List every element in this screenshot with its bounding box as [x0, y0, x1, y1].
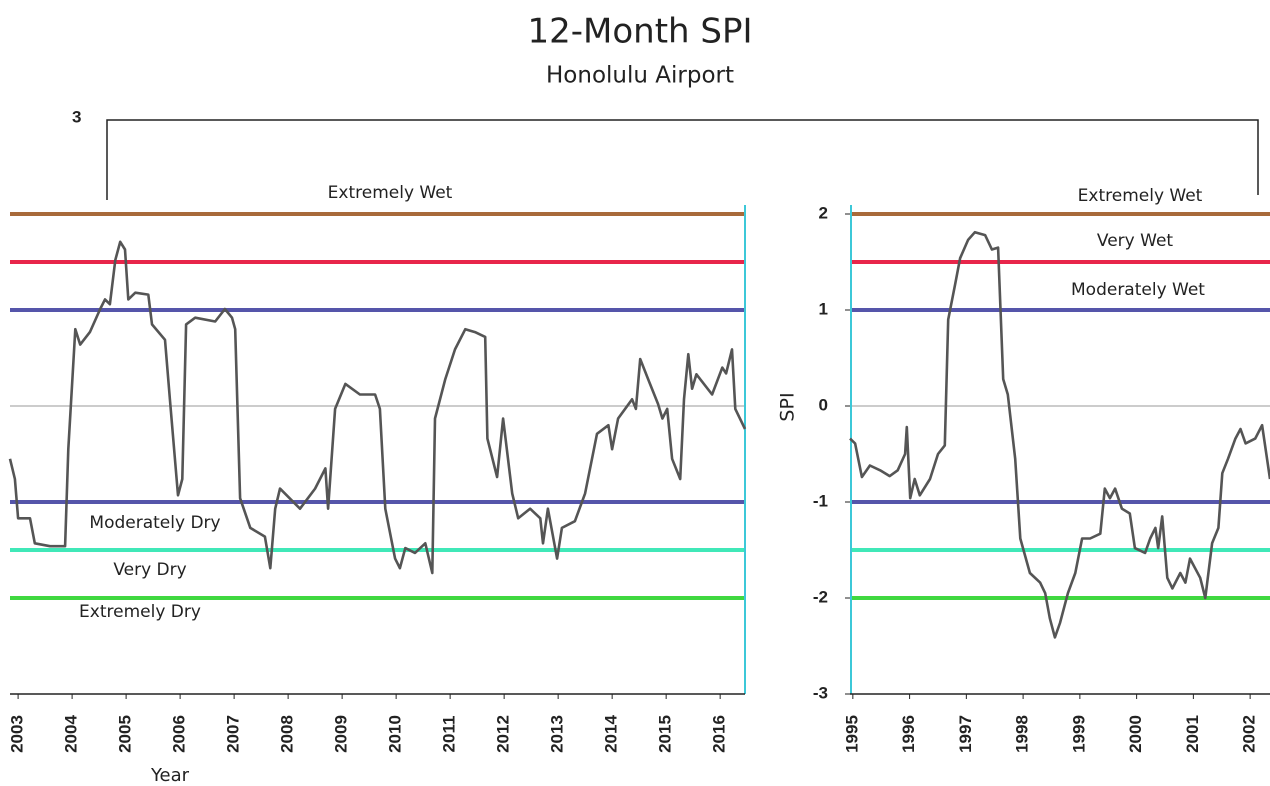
- annotation: Very Dry: [113, 560, 186, 580]
- x-tick-label: 2011: [440, 716, 459, 753]
- x-tick-label: 1996: [899, 715, 918, 753]
- x-tick-label: 2013: [548, 715, 567, 753]
- annotation: Moderately Dry: [89, 513, 220, 533]
- y-tick-label: 1: [819, 299, 828, 318]
- annotation: Extremely Wet: [328, 183, 453, 203]
- background-frame: [106, 119, 1259, 200]
- y-tick-label: 2: [819, 203, 828, 222]
- y-tick-label: -2: [813, 587, 828, 606]
- x-axis-label: Year: [150, 765, 190, 786]
- x-tick-label: 2005: [116, 715, 135, 753]
- x-tick-label: 2006: [170, 715, 189, 753]
- chart-subtitle: Honolulu Airport: [546, 63, 734, 89]
- x-tick-label: 2004: [62, 715, 81, 753]
- frame-label: 3: [72, 107, 81, 126]
- x-tick-label: 1998: [1013, 715, 1032, 753]
- x-tick-label: 2016: [710, 715, 729, 753]
- annotation: Very Wet: [1097, 231, 1173, 251]
- x-tick-label: 2015: [656, 715, 675, 753]
- annotation: Extremely Wet: [1078, 186, 1203, 206]
- annotation: Extremely Dry: [79, 602, 201, 622]
- y-tick-label: -3: [813, 683, 828, 702]
- x-tick-label: 2001: [1183, 715, 1202, 753]
- y-tick-label: -1: [813, 491, 828, 510]
- x-tick-label: 1999: [1069, 715, 1088, 753]
- x-tick-label: 2000: [1126, 715, 1145, 753]
- x-tick-label: 1997: [956, 715, 975, 753]
- x-tick-label: 2007: [224, 715, 243, 753]
- panel-background: [0, 203, 1270, 786]
- x-tick-label: 2008: [278, 715, 297, 753]
- x-tick-label: 2003: [8, 715, 27, 753]
- spi-line: [849, 230, 1270, 639]
- x-tick-label: 2014: [602, 715, 621, 753]
- x-tick-label: 2012: [494, 715, 513, 753]
- annotation: Moderately Wet: [1071, 280, 1205, 300]
- spi-line: [8, 240, 747, 575]
- y-tick-label: 0: [819, 395, 828, 414]
- y-axis-label: SPI: [777, 392, 799, 421]
- x-tick-label: 2009: [332, 715, 351, 753]
- x-tick-label: 1995: [842, 715, 861, 753]
- x-tick-label: 2002: [1240, 715, 1259, 753]
- x-tick-label: 2010: [386, 715, 405, 753]
- chart-title: 12-Month SPI: [527, 12, 752, 52]
